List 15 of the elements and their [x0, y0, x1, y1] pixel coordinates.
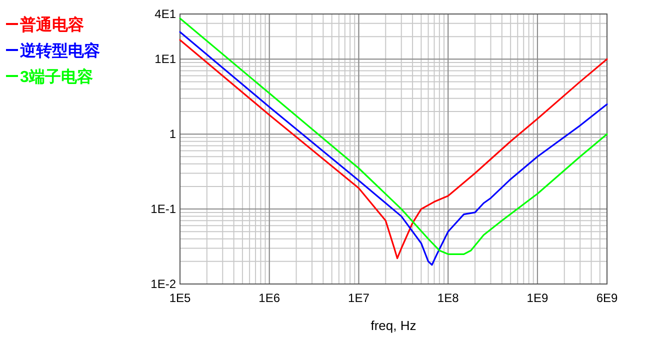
- y-tick-label: 4E1: [154, 7, 176, 21]
- y-tick-label: 1E1: [154, 52, 176, 66]
- x-tick-label: 1E9: [526, 291, 548, 305]
- x-tick-label: 1E6: [258, 291, 280, 305]
- y-tick-label: 1E-2: [150, 277, 176, 291]
- y-tick-label: 1E-1: [150, 202, 176, 216]
- legend-label: 逆转型电容: [19, 41, 100, 60]
- x-tick-label: 1E7: [348, 291, 370, 305]
- x-axis-title: freq, Hz: [370, 318, 416, 333]
- y-tick-label: 1: [169, 127, 176, 142]
- x-tick-label: 6E9: [596, 291, 618, 305]
- legend-label: 普通电容: [19, 15, 84, 34]
- legend-label: 3端子电容: [20, 67, 93, 86]
- x-tick-label: 1E5: [169, 291, 191, 305]
- x-tick-label: 1E8: [437, 291, 460, 305]
